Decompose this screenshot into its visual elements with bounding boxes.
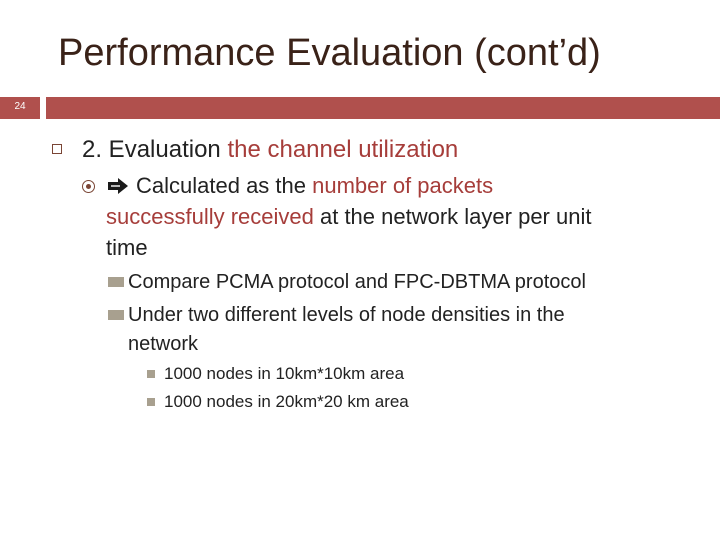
bullet-level2-highlight-a: number of packets (312, 173, 494, 198)
title-rule-right (46, 97, 720, 119)
bullet-level2-text-a: Calculated as the (136, 173, 313, 198)
title-rule-left (0, 97, 40, 119)
right-arrow-icon (106, 173, 136, 199)
square-outline-bullet-icon (52, 144, 62, 154)
filled-square-bullet-icon (108, 277, 124, 287)
bullet-level2-line1: Calculated as the number of packets (106, 173, 493, 199)
small-square-bullet-icon (147, 370, 155, 378)
bullet-level2-highlight-b: successfully received (106, 204, 314, 229)
bullet-level3-densities-line2: network (128, 333, 199, 355)
slide-title: Performance Evaluation (cont’d) (58, 32, 601, 74)
bullet-level1-highlight: the channel utilization (227, 136, 459, 163)
small-square-bullet-icon (147, 398, 155, 406)
circle-target-bullet-icon (82, 180, 95, 193)
bullet-level2-text-b: at the network layer per unit (313, 204, 592, 229)
slide-number: 24 (14, 101, 26, 112)
bullet-level4-20km: 1000 nodes in 20km*20 km area (164, 392, 409, 411)
bullet-level3-densities-line1: Under two different levels of node densi… (128, 304, 565, 326)
filled-square-bullet-icon (108, 310, 124, 320)
bullet-level1-text: 2. Evaluation (82, 136, 228, 163)
bullet-level4-10km: 1000 nodes in 10km*10km area (164, 364, 405, 383)
bullet-level1: 2. Evaluation the channel utilization (82, 136, 458, 164)
bullet-level3-compare: Compare PCMA protocol and FPC-DBTMA prot… (128, 271, 586, 293)
bullet-level2-line3: time (106, 235, 148, 260)
bullet-level2-line2: successfully received at the network lay… (106, 204, 591, 230)
